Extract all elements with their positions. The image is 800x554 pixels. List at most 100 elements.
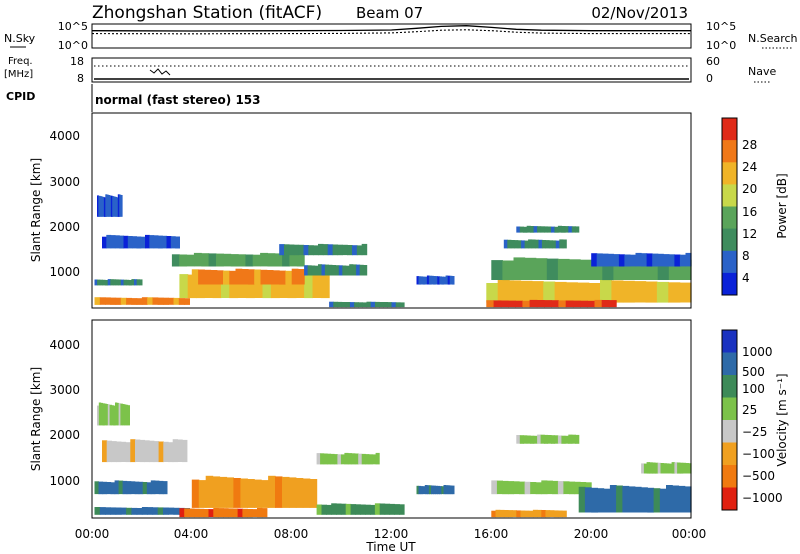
- power-cell: [113, 196, 116, 217]
- power-cell: [94, 279, 98, 286]
- velocity-cell: [147, 507, 154, 515]
- velocity-cell: [666, 463, 670, 474]
- power-y-tick-2000: 2000: [49, 220, 80, 234]
- power-cell: [538, 239, 543, 249]
- power-colorbar-swatch: [722, 140, 737, 163]
- power-cell: [618, 254, 625, 267]
- power-cell: [157, 235, 163, 249]
- velocity-cell: [122, 480, 128, 495]
- velocity-cell: [649, 462, 653, 474]
- power-cell: [101, 196, 104, 217]
- velocity-cell: [554, 435, 559, 444]
- power-cell: [152, 297, 159, 305]
- power-cell: [565, 300, 574, 308]
- velocity-cell: [218, 508, 224, 518]
- power-cell: [216, 270, 224, 285]
- velocity-cell: [144, 440, 150, 463]
- power-cell: [321, 264, 326, 276]
- power-cell: [645, 281, 658, 303]
- power-cell: [311, 265, 316, 276]
- velocity-cell: [124, 404, 127, 426]
- velocity-cell: [389, 503, 395, 515]
- power-cell: [546, 258, 559, 280]
- velocity-cell: [98, 481, 104, 495]
- velocity-cell: [374, 503, 381, 515]
- velocity-cell: [172, 439, 178, 463]
- velocity-cell: [513, 481, 520, 495]
- velocity-cell: [120, 441, 127, 462]
- power-cell: [112, 279, 117, 286]
- power-cell: [115, 297, 122, 305]
- power-cell: [282, 253, 290, 267]
- velocity-cell: [365, 504, 371, 515]
- velocity-cell: [653, 488, 661, 513]
- velocity-cell: [94, 507, 101, 515]
- power-cell: [106, 194, 109, 217]
- velocity-colorbar-swatch: [722, 442, 737, 466]
- power-cell: [613, 257, 626, 280]
- power-cell: [123, 279, 127, 286]
- velocity-cell: [316, 453, 321, 465]
- velocity-cell: [111, 405, 114, 426]
- power-cell: [356, 245, 363, 256]
- power-cell: [328, 264, 333, 276]
- power-cell: [201, 253, 210, 267]
- power-cell: [374, 301, 380, 308]
- velocity-cell: [437, 485, 440, 495]
- velocity-cell: [131, 507, 138, 515]
- power-cell: [517, 240, 522, 249]
- power-cell: [132, 236, 137, 249]
- velocity-cell: [433, 485, 436, 495]
- power-cell: [127, 236, 133, 249]
- velocity-cell: [562, 510, 567, 518]
- velocity-cell: [334, 454, 339, 465]
- power-cell: [356, 264, 361, 276]
- power-cell: [120, 279, 124, 286]
- velocity-cell: [189, 508, 195, 518]
- power-cbar-tick-4: 4: [742, 271, 750, 285]
- noise-sky-label: N.Sky: [4, 32, 36, 45]
- freq-noise-marks: [149, 68, 171, 76]
- power-cell: [387, 302, 393, 308]
- power-cell: [358, 302, 363, 308]
- power-cell: [105, 194, 108, 217]
- power-cell: [602, 253, 609, 267]
- velocity-cell: [503, 510, 509, 518]
- power-cell: [594, 299, 603, 308]
- power-cell: [515, 300, 523, 308]
- velocity-cell: [110, 507, 117, 515]
- power-cell: [221, 272, 230, 298]
- power-cell: [395, 302, 401, 308]
- power-cell: [204, 269, 212, 285]
- velocity-cell: [111, 441, 117, 463]
- velocity-cell: [302, 478, 311, 508]
- power-cell: [136, 279, 140, 286]
- power-cell: [528, 239, 533, 249]
- power-cell: [596, 253, 603, 267]
- power-cell: [524, 257, 537, 280]
- power-cell: [331, 265, 336, 276]
- velocity-cell: [663, 463, 667, 474]
- velocity-cell: [557, 510, 563, 518]
- velocity-heatmap: [94, 402, 692, 518]
- velocity-cell: [561, 435, 566, 444]
- velocity-cell: [138, 481, 144, 495]
- power-cell: [554, 281, 567, 303]
- time-tick-3: 12:00: [374, 527, 409, 541]
- power-cell: [383, 302, 388, 308]
- power-cell: [153, 235, 159, 249]
- velocity-cell: [568, 434, 573, 444]
- power-cell: [335, 265, 340, 276]
- power-cell: [298, 244, 305, 256]
- power-cell: [531, 239, 536, 249]
- velocity-cell: [541, 510, 547, 518]
- velocity-cell: [365, 454, 370, 465]
- velocity-cell: [240, 478, 248, 508]
- velocity-cell: [671, 462, 675, 474]
- power-cell: [279, 271, 289, 298]
- power-cbar-tick-16: 16: [742, 205, 757, 219]
- velocity-cell: [524, 481, 531, 495]
- time-tick-1: 04:00: [174, 527, 209, 541]
- velocity-cell: [126, 481, 132, 495]
- power-cell: [333, 301, 339, 308]
